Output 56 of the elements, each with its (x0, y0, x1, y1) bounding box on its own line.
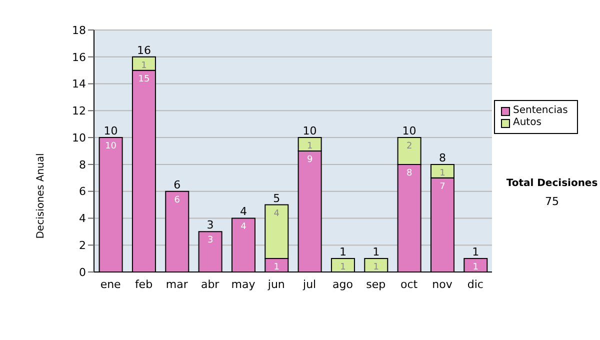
legend-label: Autos (513, 117, 542, 129)
total-label: 1 (472, 246, 480, 259)
y-tick-label: 16 (72, 50, 86, 64)
total-label: 1 (339, 246, 346, 259)
total-label: 16 (136, 44, 151, 57)
total-label: 10 (104, 124, 118, 138)
text: 75 (544, 195, 560, 208)
data-label: 2 (406, 142, 412, 152)
x-tick-label: ene (100, 278, 122, 291)
data-label: 1 (141, 60, 147, 71)
data-label: 7 (440, 182, 446, 192)
y-tick-label: 0 (79, 266, 86, 279)
total-label: 3 (206, 218, 214, 232)
y-tick-label: 10 (72, 131, 86, 144)
data-label: 3 (207, 236, 214, 246)
y-tick-label: 6 (79, 185, 86, 198)
x-tick-label: ago (332, 278, 354, 291)
y-tick-label: 8 (79, 158, 86, 172)
x-tick-label: dic (467, 278, 484, 291)
total-label: 4 (240, 205, 247, 218)
data-label: 15 (138, 74, 150, 84)
total-label: 10 (302, 124, 317, 138)
y-tick-label: 12 (72, 104, 86, 118)
x-tick-label: oct (400, 278, 418, 291)
x-tick-label: jun (266, 278, 285, 291)
y-axis-title: Decisiones Anual (36, 153, 47, 239)
total-label: 10 (402, 124, 416, 138)
data-label: 4 (274, 208, 280, 219)
x-tick-label: abr (200, 278, 220, 291)
data-label: 1 (440, 168, 446, 178)
legend-label: Sentencias (513, 105, 568, 117)
y-tick-label: 14 (72, 78, 86, 91)
x-tick-label: jul (302, 278, 316, 291)
data-label: 4 (240, 222, 247, 232)
x-tick-label: mar (166, 278, 188, 291)
data-label: 8 (406, 168, 412, 178)
data-label: 9 (306, 155, 313, 165)
y-tick-label: 4 (79, 212, 86, 226)
total-label: 1 (372, 246, 380, 259)
data-label: 1 (306, 142, 313, 152)
data-label: 6 (174, 195, 180, 206)
data-label: 1 (274, 262, 280, 273)
data-label: 1 (472, 262, 479, 273)
y-tick-label: 18 (72, 24, 86, 37)
data-label: 10 (105, 142, 117, 152)
total-label: 8 (438, 151, 446, 164)
x-tick-label: may (231, 278, 256, 291)
total-label: 5 (273, 192, 280, 205)
x-tick-label: nov (432, 278, 453, 291)
data-label: 1 (373, 262, 380, 273)
text: Total Decisiones (505, 178, 599, 189)
y-tick-label: 2 (79, 239, 86, 252)
x-tick-label: feb (134, 278, 153, 291)
x-tick-label: sep (366, 278, 386, 291)
data-label: 1 (340, 262, 346, 273)
total-label: 6 (174, 178, 181, 192)
